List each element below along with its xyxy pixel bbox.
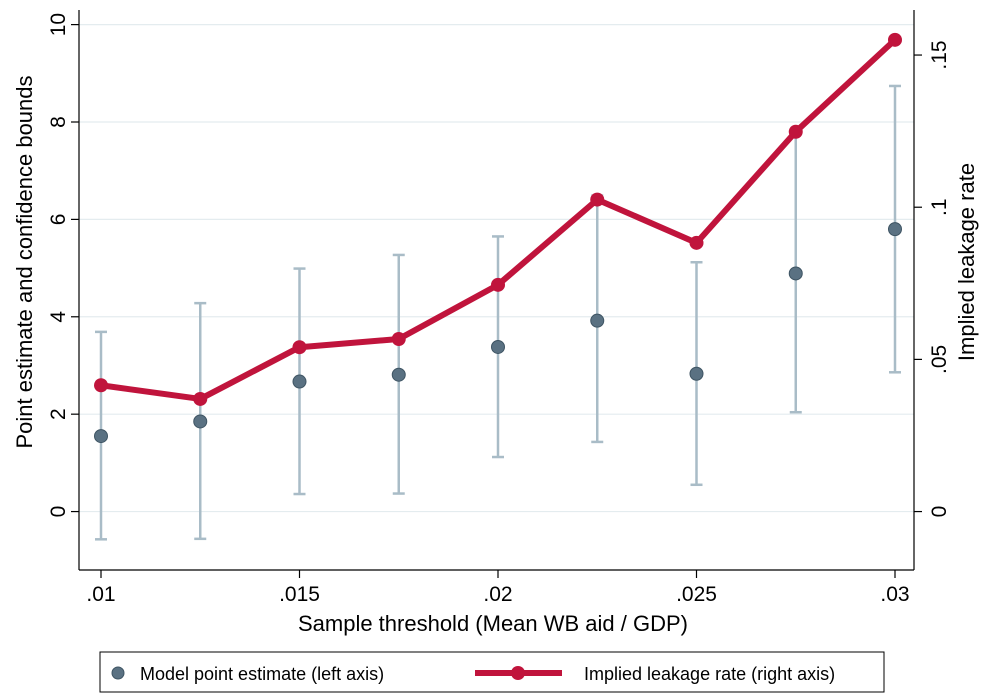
point-estimate-7 bbox=[788, 266, 803, 281]
x-axis-title: Sample threshold (Mean WB aid / GDP) bbox=[298, 611, 688, 636]
y-right-tick-label-0: 0 bbox=[928, 506, 951, 518]
y-right-tick-label-3: .15 bbox=[928, 40, 951, 69]
y-left-tick-label-4: 8 bbox=[47, 116, 70, 128]
x-tick-label-1: .015 bbox=[279, 583, 320, 606]
leakage-marker-8 bbox=[888, 32, 902, 47]
leakage-marker-2 bbox=[292, 340, 307, 355]
grid-layer bbox=[79, 24, 914, 513]
point-estimate-2 bbox=[292, 374, 307, 389]
point-estimate-0 bbox=[94, 429, 108, 444]
x-tick-label-4: .03 bbox=[880, 583, 909, 606]
y-left-tick-label-1: 2 bbox=[47, 408, 70, 420]
y-left-tick-label-0: 0 bbox=[47, 506, 70, 518]
leakage-marker-1 bbox=[193, 391, 208, 406]
leakage-marker-3 bbox=[391, 332, 406, 346]
point-estimate-8 bbox=[888, 222, 902, 237]
point-estimate-4 bbox=[491, 339, 505, 354]
x-tick-label-3: .025 bbox=[676, 583, 717, 606]
point-estimate-1 bbox=[193, 414, 208, 429]
y-axis-left-title: Point estimate and confidence bounds bbox=[12, 75, 37, 448]
point-estimate-layer bbox=[94, 222, 902, 444]
point-estimate-3 bbox=[391, 367, 406, 382]
legend-label-point-estimate: Model point estimate (left axis) bbox=[140, 664, 384, 684]
legend-label-leakage-rate: Implied leakage rate (right axis) bbox=[584, 664, 835, 684]
point-estimate-5 bbox=[590, 313, 605, 328]
leakage-marker-4 bbox=[491, 277, 505, 292]
labels-layer: Sample threshold (Mean WB aid / GDP) Poi… bbox=[12, 75, 979, 636]
y-left-tick-label-2: 4 bbox=[47, 311, 70, 323]
y-left-tick-label-3: 6 bbox=[47, 214, 70, 226]
legend: Model point estimate (left axis) Implied… bbox=[99, 651, 885, 693]
x-tick-label-0: .01 bbox=[86, 583, 115, 606]
y-right-tick-label-1: .05 bbox=[928, 345, 951, 374]
leakage-marker-0 bbox=[94, 378, 108, 393]
axes-layer: .01 .015 .02 .025 .03 0 2 4 6 8 10 0 .05 .1 .15 bbox=[47, 10, 951, 606]
leakage-marker-6 bbox=[689, 235, 704, 250]
leakage-marker-5 bbox=[590, 192, 605, 207]
y-axis-right-title: Implied leakage rate bbox=[954, 163, 979, 361]
leakage-marker-7 bbox=[788, 124, 803, 139]
x-tick-label-2: .02 bbox=[483, 583, 512, 606]
y-left-tick-label-5: 10 bbox=[47, 13, 70, 36]
legend-point-marker bbox=[111, 666, 125, 680]
point-estimate-6 bbox=[689, 366, 704, 381]
leakage-line-layer bbox=[94, 32, 902, 406]
y-right-tick-label-2: .1 bbox=[928, 198, 951, 216]
legend-line-marker bbox=[511, 666, 525, 680]
